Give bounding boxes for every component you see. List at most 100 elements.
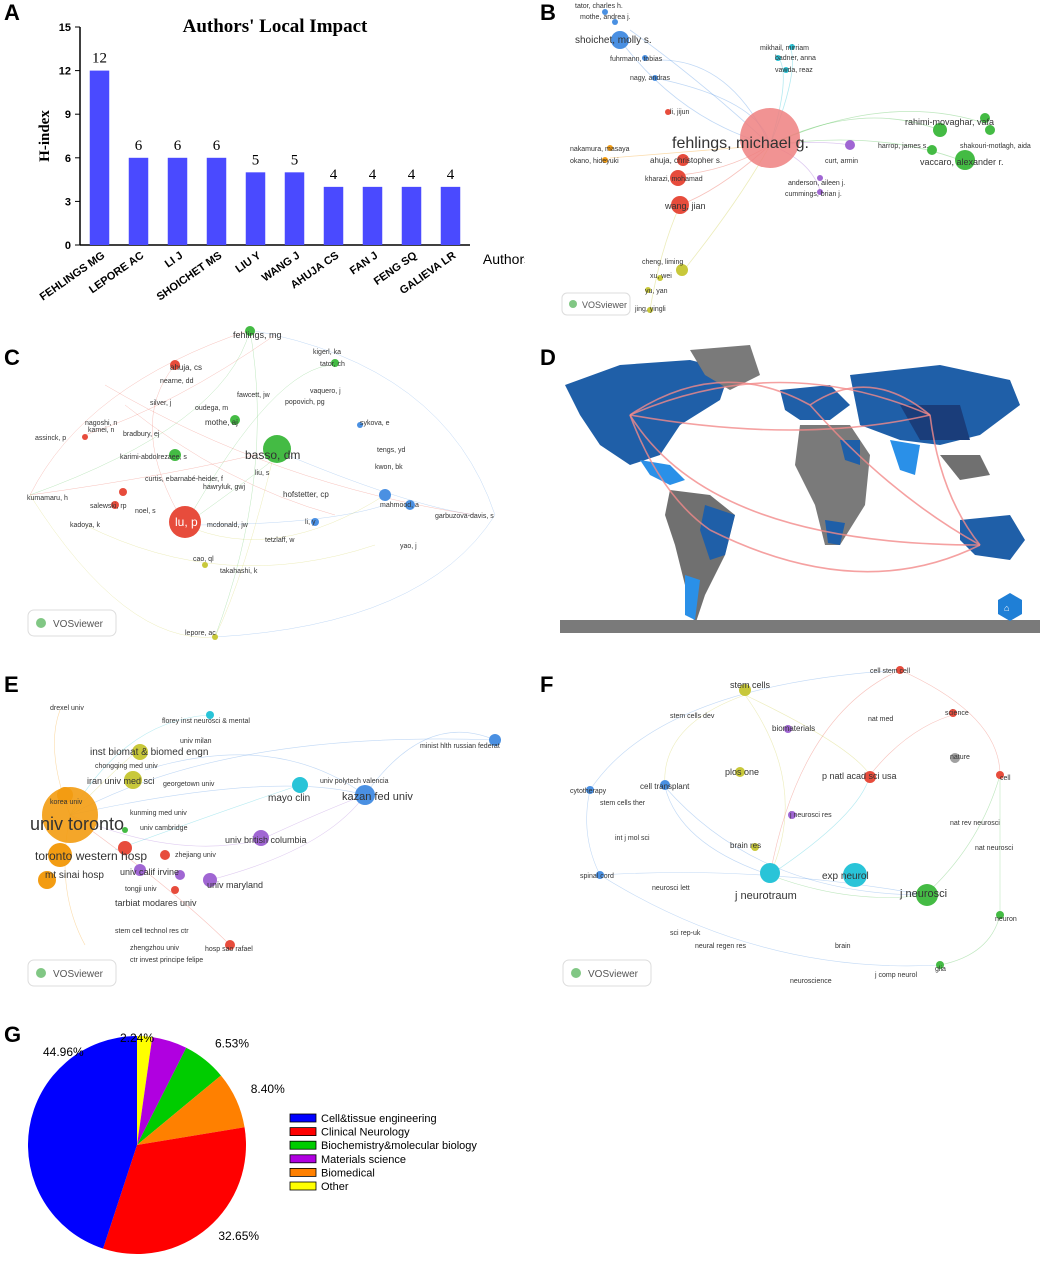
bar — [245, 172, 266, 245]
network-e-label: kunming med univ — [130, 810, 187, 817]
panel-letter-b: B — [540, 0, 556, 25]
y-tick-label: 12 — [59, 66, 71, 78]
network-c-label: liu, s — [255, 470, 270, 477]
network-c-label: cao, ql — [193, 556, 214, 563]
network-f-label: exp neurol — [822, 871, 869, 882]
vosviewer-badge — [27, 959, 117, 987]
network-c-label: vaquero, j — [310, 388, 341, 395]
vosviewer-badge — [27, 609, 117, 637]
network-c-label: salewski, rp — [90, 503, 127, 510]
panel-letter-e: E — [4, 672, 19, 697]
bar — [128, 157, 149, 245]
network-e-label: minist hlth russian federat — [420, 743, 500, 750]
chart-title: Authors' Local Impact — [183, 16, 368, 37]
australia-shape — [960, 515, 1025, 560]
network-e-label: mt sinai hosp — [45, 870, 104, 881]
network-f-label: j neurotraum — [734, 890, 797, 902]
network-c-label: nearne, dd — [160, 378, 194, 385]
bar — [362, 186, 383, 245]
network-e-svg: drexel univ florey inst neurosci & menta… — [27, 705, 501, 987]
network-c-label: li, y — [305, 519, 316, 526]
legend-swatch — [289, 1127, 317, 1136]
network-b-label: fuhrmann, tobias — [610, 56, 663, 63]
network-c-label: nagoshi, n — [85, 420, 117, 427]
network-c-label: karimi-abdolrezaee, s — [120, 454, 187, 461]
panel-b-network: tator, charles h. mothe, andrea j. shoic… — [560, 0, 1040, 325]
network-f-label: nat rev neurosci — [950, 820, 1000, 827]
network-f-label: nat neurosci — [975, 845, 1014, 852]
pie-slice — [137, 1037, 187, 1145]
network-b-label: nakamura, masaya — [570, 146, 630, 153]
network-e-label: kazan fed univ — [342, 791, 413, 803]
network-b-label: shoichet, molly s. — [575, 35, 652, 46]
legend-label: Biochemistry&molecular biology — [321, 1140, 477, 1152]
map-logo-icon: ⌂ — [998, 593, 1022, 621]
network-e-label: stem cell technol res ctr — [115, 928, 189, 935]
panel-d-world-map: ⌂ — [560, 345, 1040, 633]
network-e-label: tarbiat modares univ — [115, 898, 197, 908]
network-c-label: hawryluk, gwj — [203, 484, 245, 491]
network-f-label: neuron — [995, 916, 1017, 923]
network-e-label: georgetown univ — [163, 781, 215, 788]
network-b-label: cheng, liming — [642, 259, 683, 266]
y-tick-label: 6 — [65, 153, 71, 165]
bar — [440, 186, 461, 245]
network-c-label: kwon, bk — [375, 464, 403, 471]
legend-swatch — [289, 1140, 317, 1150]
network-e-label: chongqing med univ — [95, 763, 158, 770]
network-f-label: brain — [835, 943, 851, 950]
bar-value-label: 4 — [369, 167, 377, 183]
legend-label: Other — [321, 1181, 349, 1193]
pie-percent-label: 6.53% — [215, 1036, 249, 1050]
network-f-label: j neurosci res — [789, 812, 832, 819]
network-f-label: glia — [935, 966, 946, 973]
network-b-label: fehlings, michael g. — [672, 135, 809, 152]
network-e-label: univ calif irvine — [120, 867, 179, 877]
y-tick-label: 9 — [65, 109, 71, 121]
bar — [89, 70, 110, 245]
pie-percent-label: 44.96% — [43, 1045, 84, 1059]
network-b-label: nagy, andras — [630, 75, 670, 82]
network-b-label: cummings, brian j. — [785, 191, 842, 198]
pie-chart-svg: 2.24%5.22%6.53%8.40%32.65%44.96%Cell&tis… — [28, 1031, 477, 1254]
vosviewer-label: VOSviewer — [588, 969, 639, 980]
panel-c-network: fehlings, mg kigerl, ka tator, ch ahuja,… — [25, 325, 530, 645]
network-b-label: shakouri-motlagh, aida — [960, 143, 1031, 150]
network-c-label: curtis, e — [145, 476, 170, 483]
y-tick-label: 0 — [65, 240, 71, 252]
bar-value-label: 4 — [330, 167, 338, 183]
panel-letter-g: G — [4, 1022, 22, 1047]
network-e-label: tongji univ — [125, 886, 157, 893]
network-f-label: cell stem cell — [870, 668, 911, 675]
network-b-label: badner, anna — [775, 55, 816, 62]
network-f-label: sci rep-uk — [670, 930, 701, 937]
legend-swatch — [289, 1167, 317, 1177]
network-c-label: yao, j — [400, 543, 417, 550]
network-c-label: barnabé-heider, f — [170, 476, 223, 483]
network-b-label: wang, jian — [664, 201, 706, 211]
vosviewer-logo-icon — [571, 968, 581, 978]
network-c-label: silver, j — [150, 400, 172, 407]
network-c-label: mahmood, a — [380, 502, 419, 509]
network-f-label: cell transplant — [640, 782, 690, 791]
network-c-label: bradbury, ej — [123, 431, 160, 438]
network-b-label: ahuja, christopher s. — [650, 156, 722, 165]
x-tick-label: LI J — [163, 250, 185, 271]
network-f-label: stem cells ther — [600, 800, 646, 807]
network-e-label: korea univ — [50, 799, 83, 806]
network-c-label: lepore, ac — [185, 630, 216, 637]
network-b-label: tator, charles h. — [575, 3, 623, 10]
network-f-label: j neurosci — [899, 888, 947, 900]
vosviewer-logo-icon — [36, 968, 46, 978]
bar-value-label: 5 — [291, 152, 299, 168]
bar-value-label: 5 — [252, 152, 260, 168]
bar — [167, 157, 188, 245]
legend-swatch — [289, 1181, 317, 1191]
y-tick-label: 15 — [59, 22, 71, 34]
network-c-label: kigerl, ka — [313, 349, 341, 356]
bar-value-label: 6 — [174, 138, 182, 154]
panel-letter-f: F — [540, 672, 554, 697]
bar-value-label: 6 — [135, 138, 143, 154]
panel-a-bar-chart: 0 3 6 9 12 15 12 FEHLINGS MG 6 LEPORE AC 6 LI J 6 SHO… — [25, 5, 525, 325]
network-f-label: biomaterials — [772, 724, 815, 733]
